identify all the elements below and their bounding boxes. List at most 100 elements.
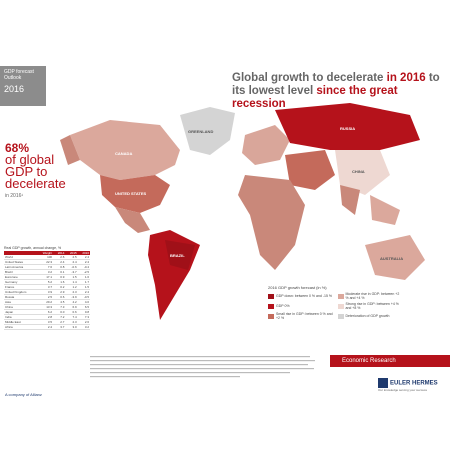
table-row: India 2.8 7.2 7.4 7.3 (4, 314, 90, 320)
table-cell: 2.5 (37, 294, 54, 300)
table-row: Africa 2.4 3.7 3.0 3.2 (4, 324, 90, 330)
table-header-cell: 2014 (53, 251, 66, 255)
table-cell: 0.0 (53, 309, 66, 315)
table-cell: United Kingdom (4, 289, 38, 295)
table-row: Asia 29.2 4.5 4.2 4.0 (4, 299, 90, 305)
table-cell: World (4, 255, 38, 260)
table-cell: -2.5 (77, 269, 90, 275)
table-cell: -3.7 (65, 269, 78, 275)
table-cell: Africa (4, 324, 38, 330)
india (340, 185, 360, 215)
table-cell: 1.5 (65, 274, 78, 280)
table-cell: 3.2 (77, 324, 90, 330)
table-cell: Middle East (4, 319, 38, 325)
table-row: United Kingdom 3.9 2.9 2.3 2.4 (4, 289, 90, 295)
table-cell: 0.6 (65, 309, 78, 315)
table-cell: 1.2 (65, 284, 78, 290)
alaska (60, 135, 80, 165)
table-header-cell (4, 251, 38, 255)
table-cell: 6.2 (37, 309, 54, 315)
legend-item: Small rise in GDP: between 0 % and +2 % (268, 312, 334, 320)
legend-item: GDP down: between 0 % and -15 % (268, 292, 334, 300)
legend-label: Small rise in GDP: between 0 % and +2 % (276, 312, 333, 320)
table: Weight 2014 2015 2016 World 100 2.6 2.5 2.4 Unite… (4, 251, 90, 330)
tag-box: GDP forecast Outlook 2016 (0, 66, 46, 106)
table-cell: 0.2 (53, 284, 66, 290)
legend-item: Moderate rise in GDP: between +2 % and +… (337, 292, 404, 300)
mexico (115, 207, 150, 233)
table-cell: 3.7 (37, 284, 54, 290)
legend-label: GDP 0% (276, 304, 290, 308)
table-cell: 4.0 (77, 299, 90, 305)
table-cell: 7.2 (53, 314, 66, 320)
world-map: GREENLAND CANADA UNITED STATES BRAZIL RU… (60, 103, 425, 320)
table-header-cell: 2015 (65, 251, 78, 255)
table-cell: Brazil (4, 269, 38, 275)
table-cell: Japan (4, 309, 38, 315)
table-cell: 13.3 (37, 304, 54, 310)
table-cell: 1.4 (65, 279, 78, 285)
table-cell: 6.9 (65, 304, 78, 310)
russia (275, 103, 420, 150)
table-row: Eurozone 17.1 0.9 1.5 1.6 (4, 274, 90, 280)
map-label: BRAZIL (170, 253, 185, 258)
research-banner: Economic Research (330, 355, 450, 367)
table-cell: 22.3 (37, 259, 54, 265)
table-cell: 7.6 (37, 264, 54, 270)
table-cell: 3.2 (37, 269, 54, 275)
table-cell: 3.5 (37, 319, 54, 325)
legend-label: Moderate rise in GDP: between +2 % and +… (345, 292, 400, 300)
brazil (165, 240, 195, 270)
gdp-table: Real GDP growth, annual change, % Weight… (4, 246, 90, 330)
table-row: Japan 6.2 0.0 0.6 0.8 (4, 309, 90, 315)
table-cell: Latin America (4, 264, 38, 270)
table-header: Weight 2014 2015 2016 (4, 251, 90, 255)
table-row: France 3.7 0.2 1.2 1.5 (4, 284, 90, 290)
table-cell: -3.9 (65, 294, 78, 300)
parent-company: A company of Allianz (5, 392, 42, 397)
legend-title: 2016 GDP growth forecast (in %) (268, 285, 327, 290)
table-header-cell: 2016 (77, 251, 90, 255)
table-cell: 5.2 (37, 279, 54, 285)
africa (238, 175, 305, 270)
legend-item: Strong rise in GDP: between +4 % and +8 … (337, 302, 404, 310)
table-cell: 4.5 (53, 299, 66, 305)
table-cell: 0.8 (77, 309, 90, 315)
table-cell: 17.1 (37, 274, 54, 280)
legend-item: Deterioration of GDP growth (337, 312, 404, 320)
united-states (100, 175, 170, 213)
table-cell: 2.5 (65, 255, 78, 260)
table-cell: Germany (4, 279, 38, 285)
tag-year: 2016 (4, 84, 25, 94)
table-cell: 2.9 (53, 289, 66, 295)
legend-swatch (268, 293, 274, 299)
table-cell: 7.3 (77, 314, 90, 320)
logo-mark (378, 378, 388, 388)
china (335, 150, 390, 195)
table-cell: 3.0 (65, 324, 78, 330)
table-cell: 2.3 (65, 319, 78, 325)
table-row: World 100 2.6 2.5 2.4 (4, 255, 90, 260)
table-cell: 3.7 (53, 324, 66, 330)
logo: EULER HERMES Our knowledge serving your s… (378, 378, 438, 392)
table-row: Russia 2.5 0.6 -3.9 -0.5 (4, 294, 90, 300)
table-cell: 7.3 (53, 304, 66, 310)
greenland (180, 107, 235, 155)
key-percent: 68% (5, 141, 30, 155)
table-cell: 6.5 (77, 304, 90, 310)
title-part: Global growth to decelerate (232, 72, 387, 84)
table-cell: 7.4 (65, 314, 78, 320)
table-cell: 1.6 (77, 274, 90, 280)
title-part: since the great recession (232, 85, 398, 110)
title-part: in 2016 (386, 72, 426, 84)
table-cell: 2.6 (77, 319, 90, 325)
table-row: Latin America 7.6 0.8 -0.6 -0.4 (4, 264, 90, 270)
map-label: CANADA (115, 151, 132, 156)
title-part: to its lowest level (232, 72, 440, 97)
legend-items: GDP down: between 0 % and -15 % Moderate … (268, 292, 403, 320)
map-label: AUSTRALIA (380, 256, 403, 261)
table-cell: 2.6 (53, 255, 66, 260)
table-row: Germany 5.2 1.6 1.4 1.7 (4, 279, 90, 285)
southeast-asia (370, 195, 400, 225)
